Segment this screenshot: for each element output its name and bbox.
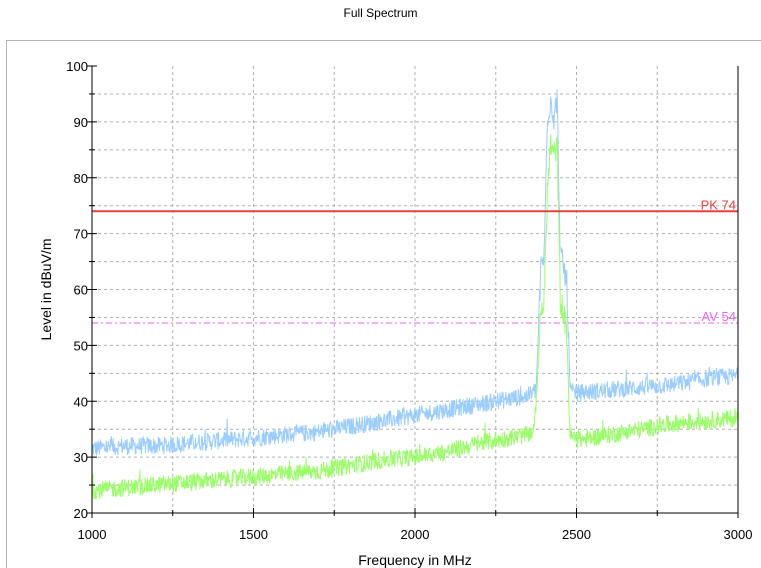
x-tick-label: 1500 — [239, 527, 268, 542]
x-tick-label: 1000 — [78, 527, 107, 542]
y-tick-label: 40 — [74, 394, 88, 409]
y-tick-label: 60 — [74, 283, 88, 298]
y-tick-label: 30 — [74, 450, 88, 465]
series-layer — [91, 89, 739, 500]
y-tick-label: 80 — [74, 171, 88, 186]
y-tick-label: 50 — [74, 338, 88, 353]
limit-lines: PK 74 AV 54 — [92, 197, 738, 324]
y-tick-label: 20 — [74, 506, 88, 521]
limit-label-1: PK 74 — [701, 197, 736, 212]
y-tick-label: 70 — [74, 227, 88, 242]
y-tick-label: 90 — [74, 115, 88, 130]
series-line-2 — [91, 134, 739, 500]
chart-frame — [6, 40, 761, 568]
limit-label-2: AV 54 — [702, 309, 736, 324]
x-tick-label: 2000 — [401, 527, 430, 542]
y-axis-title: Level in dBuV/m — [38, 239, 54, 341]
chart-title: Full Spectrum — [343, 6, 418, 20]
x-tick-label: 3000 — [724, 527, 753, 542]
x-tick-label: 2500 — [562, 527, 591, 542]
series-line-1 — [91, 89, 739, 456]
axes: 20 30 40 50 60 70 80 90 100 1000 1500 2000 2500 3000 — [66, 59, 752, 542]
y-tick-label: 100 — [66, 59, 88, 74]
x-axis-title: Frequency in MHz — [358, 552, 472, 568]
